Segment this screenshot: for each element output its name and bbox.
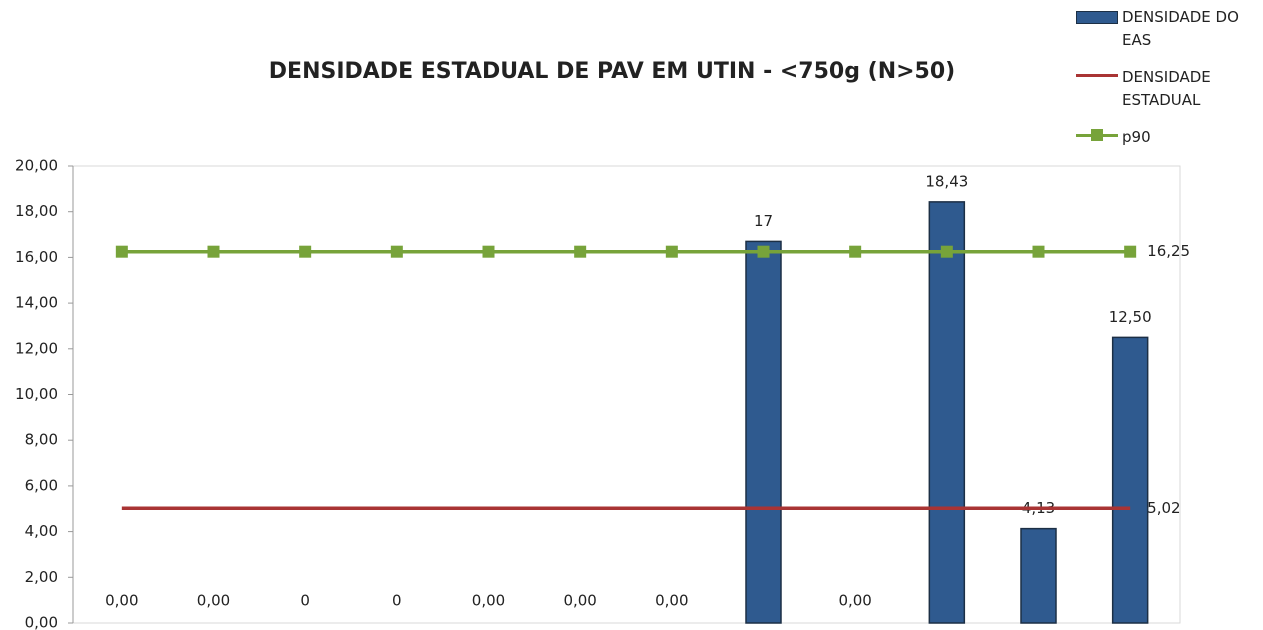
marker — [665, 245, 678, 258]
legend-item: DENSIDADE DO EAS — [1076, 6, 1261, 52]
chart-title: DENSIDADE ESTADUAL DE PAV EM UTIN - <750… — [269, 59, 955, 84]
y-tick-label: 0,00 — [25, 614, 58, 630]
marker — [207, 245, 220, 258]
legend-label: DENSIDADE ESTADUAL — [1122, 68, 1211, 109]
bar — [928, 201, 966, 624]
y-tick-label: 2,00 — [25, 568, 58, 586]
bar — [1111, 336, 1149, 624]
marker — [299, 245, 312, 258]
y-tick-label: 14,00 — [15, 294, 58, 312]
legend-swatch — [1076, 11, 1118, 24]
marker — [1124, 245, 1137, 258]
y-tick-label: 8,00 — [25, 431, 58, 449]
marker — [574, 245, 587, 258]
data-label: 0 — [300, 592, 310, 610]
data-label: 0,00 — [838, 592, 871, 610]
marker — [757, 245, 770, 258]
data-label: 0,00 — [197, 592, 230, 610]
legend-marker — [1091, 129, 1103, 141]
legend-item: DENSIDADE ESTADUAL — [1076, 66, 1261, 112]
y-tick-label: 16,00 — [15, 248, 58, 266]
plot-area — [72, 165, 1181, 624]
legend-label: DENSIDADE DO EAS — [1122, 8, 1239, 49]
marker — [849, 245, 862, 258]
legend-label: p90 — [1122, 128, 1151, 146]
data-label: 0 — [392, 592, 402, 610]
marker — [390, 245, 403, 258]
y-tick-label: 4,00 — [25, 522, 58, 540]
marker — [940, 245, 953, 258]
marker — [1032, 245, 1045, 258]
data-label: 0,00 — [563, 592, 596, 610]
bar — [1020, 527, 1057, 624]
y-tick-label: 12,00 — [15, 339, 58, 357]
marker — [482, 245, 495, 258]
bar — [745, 240, 782, 624]
data-label: 0,00 — [105, 592, 138, 610]
data-label: 12,50 — [1109, 308, 1152, 326]
data-label: 18,43 — [925, 172, 968, 190]
data-label: 16,25 — [1147, 242, 1190, 260]
data-label: 5,02 — [1147, 499, 1180, 517]
y-tick-label: 18,00 — [15, 202, 58, 220]
marker — [115, 245, 128, 258]
data-label: 0,00 — [655, 592, 688, 610]
legend: DENSIDADE DO EAS DENSIDADE ESTADUAL p90 — [1076, 6, 1261, 163]
data-label: 17 — [754, 212, 773, 230]
y-tick-label: 10,00 — [15, 385, 58, 403]
y-tick-label: 20,00 — [15, 157, 58, 175]
data-label: 0,00 — [472, 592, 505, 610]
y-tick-label: 6,00 — [25, 476, 58, 494]
legend-swatch — [1076, 74, 1118, 77]
legend-item: p90 — [1076, 126, 1261, 149]
